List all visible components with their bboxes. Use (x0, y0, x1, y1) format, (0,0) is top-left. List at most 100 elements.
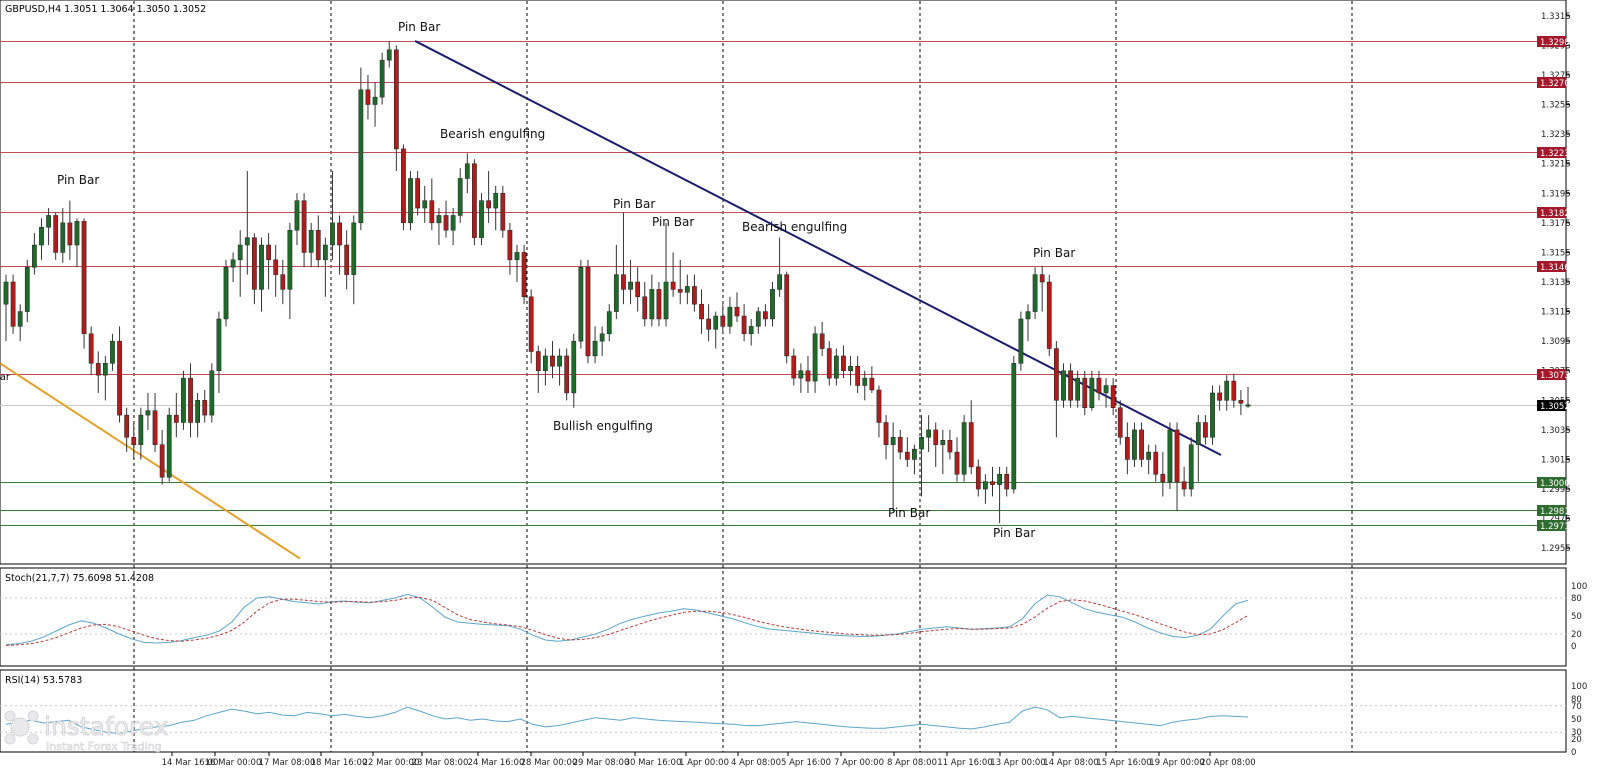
candle-body (209, 370, 215, 416)
candle-body (138, 414, 144, 445)
candle-body (166, 414, 172, 478)
rsi-header: RSI(14) 53.5783 (5, 675, 82, 686)
candle-body (1061, 370, 1066, 401)
annotation-pin-bar-3: Pin Bar (613, 197, 655, 211)
time-tick-label: 8 Apr 08:00 (887, 758, 937, 768)
candle-body (301, 200, 307, 253)
candle-body (351, 222, 357, 275)
candle-body (472, 163, 477, 238)
price-tick-label: 1.3155 (1541, 248, 1571, 258)
candle-body (464, 163, 470, 179)
candle-body (1139, 429, 1144, 460)
candle-body (266, 244, 271, 261)
rsi-panel[interactable] (0, 669, 1567, 753)
candle-body (344, 244, 350, 275)
time-tick-label: 29 Mar 08:00 (573, 758, 630, 768)
candle-body (1203, 422, 1208, 438)
time-tick-label: 11 Apr 16:00 (937, 758, 992, 768)
candle-body (308, 229, 314, 253)
orange-trendline (0, 362, 301, 560)
candle-body (1167, 429, 1173, 482)
candle-body (24, 266, 30, 312)
price-tick-label: 1.2975 (1541, 515, 1571, 525)
candle-body (500, 193, 506, 231)
stoch-header: Stoch(21,7,7) 75.6098 51.4208 (5, 573, 154, 584)
level-tag-bg (1537, 477, 1566, 488)
candle-body (74, 221, 80, 246)
candle-body (1018, 318, 1024, 364)
candle-body (315, 229, 321, 261)
candle-body (1075, 377, 1081, 401)
candle-body (649, 289, 655, 320)
level-tag-bg (1537, 520, 1566, 531)
stoch-panel[interactable] (0, 567, 1567, 667)
candle-body (46, 215, 51, 228)
level-tag-label: 1.3073 (1540, 371, 1570, 381)
candle-body (145, 410, 151, 416)
candle-body (393, 49, 399, 150)
candle-body (1039, 274, 1045, 283)
candle-body (819, 333, 825, 349)
candle-body (812, 333, 818, 382)
indicator-tick-label: 80 (1571, 594, 1582, 604)
level-tag-label: 1.3146 (1540, 263, 1570, 273)
candle-body (230, 259, 236, 268)
candle-body (1068, 370, 1073, 401)
candle-body (181, 377, 186, 423)
candle-body (1089, 377, 1095, 408)
time-tick-label: 19 Apr 00:00 (1149, 758, 1204, 768)
candle-body (110, 340, 115, 364)
time-tick-label: 23 Mar 08:00 (412, 758, 469, 768)
candle-body (862, 377, 868, 386)
price-panel[interactable] (0, 0, 1567, 565)
candle-body (912, 448, 917, 460)
candle-body (237, 244, 243, 261)
time-tick-label: 20 Apr 08:00 (1200, 758, 1255, 768)
indicator-tick-label: 0 (1571, 748, 1576, 758)
candle-body (173, 414, 179, 423)
left-marker: ar (0, 372, 10, 383)
level-tag-bg (1537, 147, 1566, 158)
candle-body (493, 193, 499, 209)
candle-body (386, 49, 392, 61)
annotation-bearish-engulfing-1: Bearish engulfing (440, 127, 545, 141)
candle-body (1146, 451, 1152, 460)
candle-body (17, 311, 23, 327)
annotation-bullish-engulfing: Bullish engulfing (553, 419, 653, 433)
candle-body (1032, 274, 1038, 312)
indicator-tick-label: 50 (1571, 715, 1582, 725)
candle-body (1153, 451, 1159, 475)
candle-body (1004, 474, 1010, 490)
candle-body (564, 355, 570, 394)
candle-body (535, 351, 541, 371)
candle-body (1117, 407, 1123, 438)
candle-body (720, 315, 726, 327)
candle-body (436, 215, 442, 224)
candle-body (961, 422, 967, 475)
annotation-pin-bar-6: Pin Bar (888, 506, 930, 520)
candle-body (216, 318, 222, 371)
candle-body (543, 355, 548, 371)
indicator-series-signal (5, 596, 1249, 646)
price-axis: 1.33151.32951.32751.32551.32351.32151.31… (1541, 12, 1571, 554)
candle-body (968, 422, 974, 468)
candle-body (770, 289, 775, 320)
candle-body (294, 200, 300, 231)
candle-body (699, 303, 704, 320)
candle-body (578, 266, 584, 342)
candle-body (798, 370, 804, 379)
candle-body (890, 437, 896, 445)
level-tag-bg (1537, 36, 1566, 47)
candle-body (805, 370, 811, 382)
candle-body (1245, 404, 1251, 407)
candle-body (997, 474, 1002, 485)
time-tick-label: 14 Apr 08:00 (1043, 758, 1098, 768)
level-tag-bg (1537, 505, 1566, 516)
candle-body (53, 215, 59, 253)
indicator-tick-label: 100 (1571, 682, 1587, 692)
candle-body (81, 221, 87, 335)
candle-body (372, 96, 378, 105)
candle-body (152, 410, 158, 445)
candle-body (585, 266, 591, 357)
